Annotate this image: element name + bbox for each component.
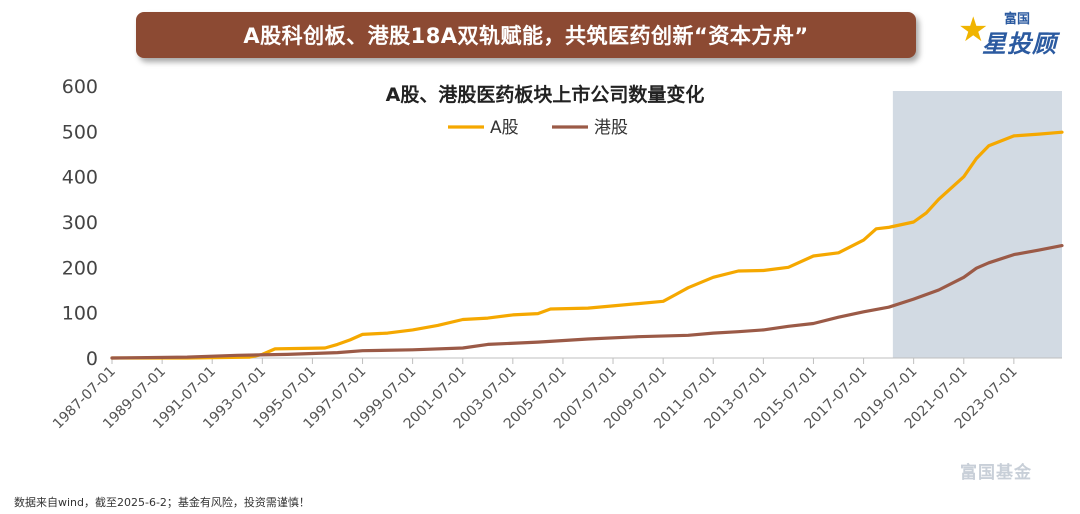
legend-label: A股	[490, 118, 519, 138]
star-icon: ★	[958, 10, 989, 50]
watermark-text: 富国基金	[960, 463, 1032, 483]
y-tick-label: 500	[62, 121, 98, 143]
y-tick-label: 0	[86, 348, 98, 370]
brand-main-text: 星投顾	[982, 30, 1057, 58]
brand-top-text: 富国	[1004, 12, 1031, 27]
y-tick-label: 600	[62, 76, 98, 98]
header-banner: A股科创板、港股18A双轨赋能，共筑医药创新“资本方舟”	[136, 12, 916, 58]
series-line-a-share	[110, 130, 1064, 360]
brand-logo: ★ 富国 星投顾	[958, 6, 1068, 58]
y-tick-label: 200	[62, 257, 98, 279]
legend-label: 港股	[594, 118, 628, 138]
footnote: 数据来自wind，截至2025-6-2；基金有风险，投资需谨慎！	[14, 496, 310, 509]
y-tick-label: 300	[62, 212, 98, 234]
y-tick-label: 400	[62, 167, 98, 189]
y-tick-label: 100	[62, 303, 98, 325]
highlight-region	[892, 91, 1062, 358]
series-line-hk-share	[110, 244, 1064, 360]
chart-title: A股、港股医药板块上市公司数量变化	[386, 83, 705, 106]
banner-title: A股科创板、港股18A双轨赋能，共筑医药创新“资本方舟”	[243, 24, 809, 48]
